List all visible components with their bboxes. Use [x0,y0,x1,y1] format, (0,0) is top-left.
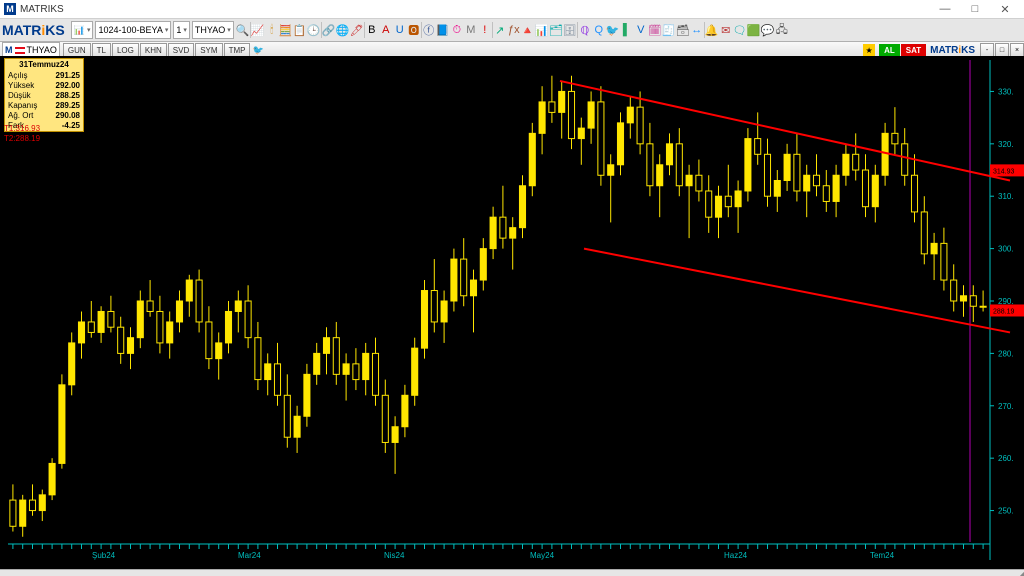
toolbar-icon-25[interactable]: 🔺 [521,22,535,38]
toolbar-icon-23[interactable]: ↗ [493,22,507,38]
toolbar-icon-44[interactable]: 💬 [761,22,775,38]
svg-text:260.: 260. [998,454,1014,463]
toolbar-icon-14[interactable]: U [393,22,407,38]
toolbar-icon-43[interactable]: 🟩 [747,22,761,38]
status-bar: ◢ [0,569,1024,576]
svg-text:320.: 320. [998,140,1014,149]
toolbar-icon-42[interactable]: 🗨 [733,22,747,38]
toolbar-icon-15[interactable]: 🅾 [407,22,421,38]
symbol-select[interactable]: THYAO▾ [192,21,234,39]
toolbar-icon-4[interactable]: 🧮 [279,22,293,38]
toolbar-icon-38[interactable]: ↔ [690,22,704,38]
minimize-button[interactable]: — [930,0,960,18]
toolbar-icon-19[interactable]: ⏱ [450,22,464,38]
chart-min-button[interactable]: - [980,43,994,57]
svg-text:330.: 330. [998,87,1014,96]
svg-text:270.: 270. [998,402,1014,411]
chart-max-button[interactable]: □ [995,43,1009,57]
trend-labels: T1:316.93 T2:288.19 [4,124,40,144]
ohlc-box: 31Temmuz24 Açılış291.25Yüksek292.00Düşük… [4,58,84,132]
toolbar-icon-31[interactable]: Q [592,22,606,38]
m-icon: M [5,45,13,55]
workspace-select[interactable]: 1024-100-BEYA▾ [95,21,171,39]
sell-button[interactable]: SAT [901,44,926,56]
toolbar-icon-6[interactable]: 🕒 [307,22,321,38]
trend-label-2: T2:288.19 [4,134,40,144]
app-logo: M [4,3,16,15]
star-icon[interactable]: ★ [863,44,875,56]
ohlc-row: Yüksek292.00 [5,81,83,91]
ohlc-row: Açılış291.25 [5,71,83,81]
flag-icon [15,47,25,54]
toolbar-icon-28[interactable]: 🗄 [563,22,577,38]
toolbar-icon-18[interactable]: 📘 [436,22,450,38]
toolbar-icon-33[interactable]: ▌ [620,22,634,38]
buy-button[interactable]: AL [879,44,900,56]
trend-label-1: T1:316.93 [4,124,40,134]
svg-text:Şub24: Şub24 [92,551,116,560]
window-title: MATRIKS [20,4,64,15]
toolbar-icons: 🔍📈🕯🧮📋🕒🔗🌐🖊BAU🅾ⓕ📘⏱M!↗ƒx🔺📊🗂🗄ℚQ🐦▌V🗓🧾🗃↔🔔✉🗨🟩💬🖧 [236,22,789,38]
svg-text:310.: 310. [998,192,1014,201]
svg-text:314.93: 314.93 [993,168,1015,175]
svg-text:May24: May24 [530,551,555,560]
toolbar-icon-45[interactable]: 🖧 [775,22,789,38]
svg-text:250.: 250. [998,507,1014,516]
twitter-icon[interactable]: 🐦 [252,45,263,56]
close-button[interactable]: ✕ [990,0,1020,18]
ohlc-row: Düşük288.25 [5,91,83,101]
toolbar-icon-36[interactable]: 🧾 [662,22,676,38]
period-select[interactable]: 1▾ [173,21,190,39]
svg-text:Haz24: Haz24 [724,551,748,560]
ohlc-row: Ağ. Ort290.08 [5,111,83,121]
toolbar-icon-10[interactable]: 🖊 [350,22,364,38]
ticker-label: THYAO [27,45,57,55]
toolbar-icon-13[interactable]: A [379,22,393,38]
toolbar-icon-0[interactable]: 🔍 [236,22,250,38]
chart-area[interactable]: 250.260.270.280.290.300.310.320.330.Şub2… [0,56,1024,570]
svg-text:Nis24: Nis24 [384,551,405,560]
toolbar-icon-27[interactable]: 🗂 [549,22,563,38]
toolbar-icon-35[interactable]: 🗓 [648,22,662,38]
toolbar-icon-21[interactable]: ! [478,22,492,38]
toolbar-icon-9[interactable]: 🌐 [336,22,350,38]
toolbar-icon-3[interactable]: 🕯 [265,22,279,38]
toolbar-icon-20[interactable]: M [464,22,478,38]
titlebar: M MATRIKS — □ ✕ [0,0,1024,19]
toolbar-icon-34[interactable]: V [634,22,648,38]
toolbar-icon-2[interactable]: 📈 [251,22,265,38]
toolbar-icon-26[interactable]: 📊 [535,22,549,38]
ohlc-row: Kapanış289.25 [5,101,83,111]
svg-text:Tem24: Tem24 [870,551,895,560]
brand-small: MATRiKS [930,45,975,56]
toolbar-icon-41[interactable]: ✉ [719,22,733,38]
main-toolbar: MATRiKS 📊▾ 1024-100-BEYA▾ 1▾ THYAO▾ 🔍📈🕯🧮… [0,19,1024,42]
svg-text:288.19: 288.19 [993,308,1015,315]
toolbar-icon-40[interactable]: 🔔 [705,22,719,38]
toolbar-icon-8[interactable]: 🔗 [322,22,336,38]
toolbar-icon-12[interactable]: B [365,22,379,38]
toolbar-icon-17[interactable]: ⓕ [422,22,436,38]
maximize-button[interactable]: □ [960,0,990,18]
toolbar-icon-32[interactable]: 🐦 [606,22,620,38]
brand-logo: MATRiKS [2,22,65,38]
chart-close-button[interactable]: × [1010,43,1024,57]
toolbar-icon-30[interactable]: ℚ [578,22,592,38]
svg-text:280.: 280. [998,349,1014,358]
toolbar-icon-5[interactable]: 📋 [293,22,307,38]
layout-select[interactable]: 📊▾ [71,21,94,39]
toolbar-icon-24[interactable]: ƒx [507,22,521,38]
toolbar-icon-37[interactable]: 🗃 [676,22,690,38]
svg-text:Mar24: Mar24 [238,551,261,560]
svg-text:300.: 300. [998,245,1014,254]
ohlc-date: 31Temmuz24 [5,59,83,71]
